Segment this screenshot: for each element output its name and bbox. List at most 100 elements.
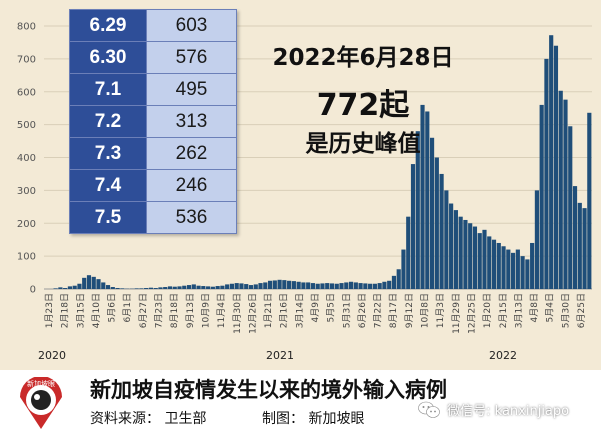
x-tick-label: 8月17日 bbox=[388, 293, 399, 328]
bar bbox=[287, 280, 292, 289]
x-tick-label: 11月29日 bbox=[451, 293, 462, 334]
bar bbox=[453, 210, 458, 289]
bar bbox=[391, 275, 397, 289]
y-tick-label: 500 bbox=[17, 120, 36, 131]
x-tick-label: 5月4日 bbox=[545, 293, 556, 322]
bar bbox=[339, 283, 344, 289]
bar bbox=[101, 282, 106, 289]
bar bbox=[525, 259, 530, 289]
bar bbox=[368, 283, 373, 289]
bars bbox=[53, 35, 592, 290]
bar bbox=[210, 286, 215, 289]
x-tick-label: 12月26日 bbox=[247, 293, 258, 334]
bar bbox=[396, 269, 401, 289]
table-value-cell: 536 bbox=[146, 201, 237, 234]
bar bbox=[372, 283, 377, 289]
bar bbox=[234, 283, 239, 289]
data-table: 6.29 603 6.30 576 7.1 495 7.2 313 7.3 262 7.4 246 7.… bbox=[69, 9, 237, 234]
x-tick-label: 1月23日 bbox=[44, 293, 55, 328]
bar bbox=[387, 280, 392, 289]
bar bbox=[487, 236, 492, 289]
wechat-watermark: 微信号: kanxinjiapo bbox=[418, 400, 598, 424]
bar bbox=[425, 111, 430, 289]
x-tick-label: 2月15日 bbox=[498, 293, 509, 328]
x-tick-label: 5月31日 bbox=[341, 293, 352, 328]
bar bbox=[67, 286, 72, 289]
bar bbox=[296, 281, 301, 289]
bar bbox=[86, 275, 92, 289]
bar bbox=[534, 190, 539, 290]
x-tick-label: 6月27日 bbox=[138, 293, 149, 328]
bar bbox=[344, 282, 349, 289]
bar bbox=[472, 226, 478, 289]
bar bbox=[115, 288, 120, 289]
bar bbox=[229, 283, 235, 289]
table-value-cell: 495 bbox=[146, 73, 237, 106]
bar bbox=[558, 90, 563, 289]
bar bbox=[458, 216, 463, 289]
bar bbox=[587, 112, 592, 289]
bar bbox=[158, 287, 163, 289]
bar bbox=[468, 223, 473, 289]
year-label: 2020 bbox=[38, 349, 66, 362]
bar bbox=[191, 284, 196, 289]
logo-text: 新加坡眼 bbox=[27, 379, 55, 388]
y-tick-label: 600 bbox=[17, 87, 36, 98]
x-tick-label: 2月16日 bbox=[279, 293, 290, 328]
x-tick-label: 6月26日 bbox=[357, 293, 368, 328]
bar bbox=[329, 283, 335, 289]
bar bbox=[530, 242, 535, 289]
logo-icon: 新加坡眼 bbox=[20, 377, 62, 429]
y-tick-label: 700 bbox=[17, 54, 36, 65]
bar bbox=[544, 58, 549, 290]
table-date-cell: 6.30 bbox=[69, 41, 147, 74]
y-tick-label: 800 bbox=[17, 22, 36, 33]
bar bbox=[144, 288, 149, 289]
x-tick-label: 9月12日 bbox=[404, 293, 415, 328]
x-tick-label: 5月30日 bbox=[560, 293, 571, 328]
headline-date: 2022年6月28日 bbox=[272, 45, 454, 71]
year-label: 2021 bbox=[266, 349, 294, 362]
table-date-cell: 7.3 bbox=[69, 137, 147, 170]
bar bbox=[120, 288, 125, 289]
year-labels: 2020 2021 2022 bbox=[38, 349, 517, 362]
x-tick-label: 11月30日 bbox=[232, 293, 243, 334]
bar bbox=[510, 252, 516, 289]
bar bbox=[410, 164, 416, 289]
bar bbox=[153, 288, 158, 289]
x-tick-label: 7月22日 bbox=[373, 293, 384, 328]
x-tick-label: 8月18日 bbox=[169, 293, 180, 328]
bar bbox=[582, 208, 587, 289]
bar bbox=[172, 286, 177, 289]
x-tick-label: 1月21日 bbox=[263, 293, 274, 328]
headline-note: 是历史峰值 bbox=[305, 131, 421, 157]
bar bbox=[406, 216, 411, 289]
bar bbox=[449, 203, 454, 289]
bar bbox=[334, 283, 339, 289]
x-tick-label: 4月9日 bbox=[310, 293, 321, 322]
x-tick-label: 11月4日 bbox=[216, 293, 227, 328]
bar bbox=[220, 285, 225, 289]
x-tick-label: 5月5日 bbox=[326, 293, 337, 322]
bar bbox=[148, 287, 153, 289]
bar bbox=[182, 285, 187, 289]
bar bbox=[315, 283, 320, 289]
footer: 新加坡眼 新加坡自疫情发生以来的境外输入病例 资料来源： 卫生部 制图： 新加坡… bbox=[0, 370, 601, 434]
bar bbox=[244, 284, 249, 289]
x-tick-label: 3月13日 bbox=[513, 293, 524, 328]
bar bbox=[420, 104, 425, 290]
bar bbox=[482, 229, 487, 289]
table-row: 7.4 246 bbox=[69, 169, 237, 202]
table-row: 7.3 262 bbox=[69, 137, 237, 170]
x-tick-label: 6月1日 bbox=[122, 293, 133, 322]
bar bbox=[501, 246, 506, 289]
bar bbox=[577, 202, 582, 289]
bar bbox=[239, 283, 244, 289]
x-tick-label: 7月23日 bbox=[154, 293, 165, 328]
bar bbox=[258, 283, 263, 289]
table-date-cell: 7.4 bbox=[69, 169, 147, 202]
bar bbox=[77, 283, 82, 289]
bar bbox=[506, 249, 511, 289]
bar bbox=[301, 282, 306, 289]
bar bbox=[263, 282, 268, 289]
